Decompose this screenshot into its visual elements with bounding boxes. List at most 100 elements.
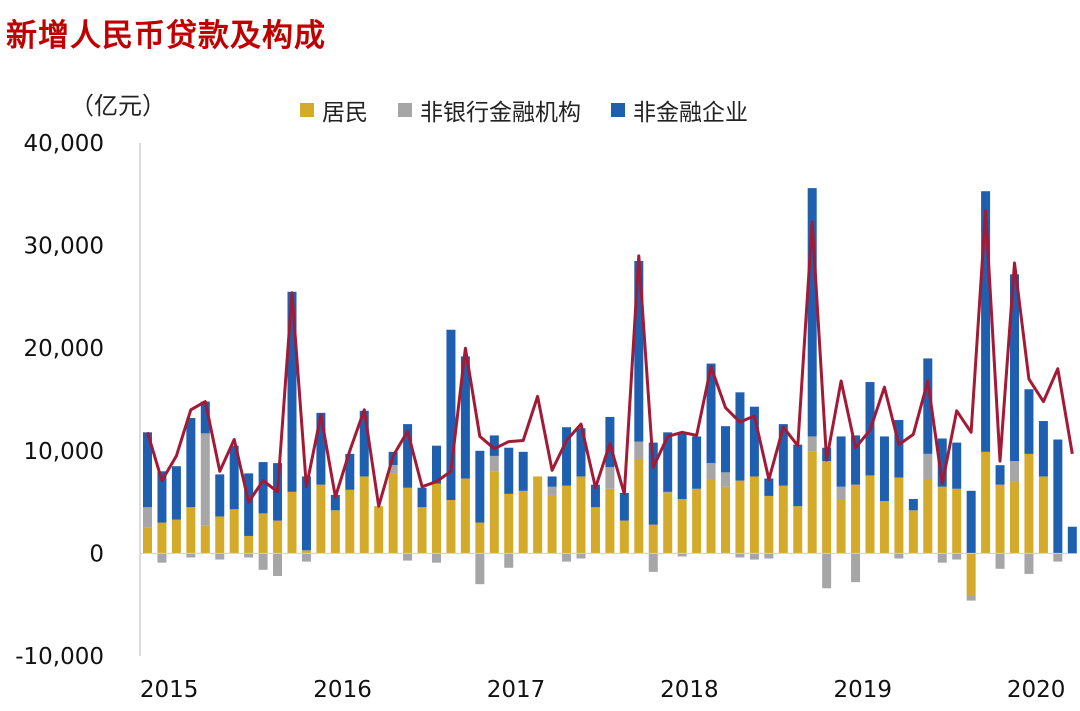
bar-segment-nonbank bbox=[244, 553, 254, 558]
bar-segment-enterprises bbox=[186, 417, 196, 508]
bar-segment-households bbox=[345, 489, 355, 554]
bar-segment-households bbox=[518, 490, 528, 554]
bar-segment-households bbox=[793, 506, 803, 554]
bar-segment-enterprises bbox=[749, 406, 759, 477]
bar-segment-households bbox=[706, 479, 716, 554]
bar-segment-enterprises bbox=[229, 445, 239, 510]
bar-segment-nonbank bbox=[706, 463, 716, 480]
bar-segment-nonbank bbox=[388, 465, 398, 474]
bar-segment-households bbox=[735, 480, 745, 554]
bar-segment-enterprises bbox=[258, 462, 268, 514]
bar-segment-households bbox=[533, 476, 543, 554]
bar-segment-nonbank bbox=[721, 472, 730, 487]
bar-segment-households bbox=[547, 494, 557, 554]
bar-segment-enterprises bbox=[735, 392, 745, 481]
bar-segment-households bbox=[229, 509, 239, 554]
bar-segment-nonbank bbox=[157, 553, 167, 563]
bar-segment-households bbox=[952, 488, 962, 554]
bar-segment-households bbox=[287, 491, 297, 554]
bar-segment-households bbox=[273, 520, 283, 554]
bar-segment-households bbox=[634, 459, 644, 554]
bar-segment-enterprises bbox=[489, 435, 499, 456]
bar-segment-households bbox=[359, 476, 369, 554]
bar-segment-enterprises bbox=[619, 492, 629, 521]
bar-segment-enterprises bbox=[807, 188, 817, 437]
bar-segment-households bbox=[562, 485, 572, 554]
bar-segment-nonbank bbox=[605, 467, 615, 489]
bar-segment-households bbox=[244, 535, 254, 554]
bar-segment-nonbank bbox=[1053, 553, 1063, 562]
bar-segment-nonbank bbox=[764, 553, 774, 559]
bar-segment-nonbank bbox=[937, 553, 947, 563]
bar-segment-enterprises bbox=[923, 358, 933, 454]
bar-segment-households bbox=[807, 451, 817, 554]
bar-segment-households bbox=[923, 479, 933, 554]
bar-segment-enterprises bbox=[836, 436, 846, 487]
bar-segment-enterprises bbox=[663, 432, 673, 492]
bar-segment-nonbank bbox=[807, 436, 817, 452]
bar-segment-nonbank bbox=[200, 433, 210, 526]
bar-segment-nonbank bbox=[258, 553, 268, 570]
bar-segment-households bbox=[460, 478, 470, 554]
bar-segment-enterprises bbox=[1010, 274, 1019, 462]
bar-segment-households bbox=[721, 486, 730, 554]
bar-segment-enterprises bbox=[721, 426, 730, 473]
bar-segment-nonbank bbox=[432, 553, 441, 563]
bar-segment-enterprises bbox=[475, 450, 485, 523]
bar-segment-enterprises bbox=[764, 478, 774, 496]
y-tick-label: 10,000 bbox=[24, 439, 104, 465]
bar-segment-households bbox=[879, 501, 889, 554]
bar-segment-households bbox=[1038, 476, 1048, 554]
bar-segment-nonbank bbox=[273, 553, 283, 576]
bar-segment-households bbox=[749, 476, 759, 554]
legend-label-nonbank: 非银行金融机构 bbox=[420, 100, 581, 126]
x-tick-label: 2020 bbox=[1007, 677, 1066, 703]
legend-label-households: 居民 bbox=[322, 100, 368, 126]
bar-segment-nonbank bbox=[143, 507, 152, 528]
bar-segment-households bbox=[836, 500, 846, 554]
bar-segment-households bbox=[258, 513, 268, 554]
bar-segment-enterprises bbox=[417, 487, 427, 508]
bar-segment-nonbank bbox=[923, 453, 933, 480]
bar-segment-households bbox=[995, 484, 1005, 554]
bar-segment-enterprises bbox=[908, 499, 918, 511]
bar-segment-households bbox=[908, 510, 918, 554]
bar-segment-enterprises bbox=[316, 412, 326, 485]
bar-segment-enterprises bbox=[995, 465, 1005, 485]
bar-segment-enterprises bbox=[446, 329, 456, 501]
bar-segment-enterprises bbox=[981, 191, 991, 452]
bar-segment-nonbank bbox=[1010, 461, 1019, 482]
y-tick-label: 0 bbox=[89, 541, 104, 567]
bar-segment-households bbox=[200, 525, 210, 554]
bar-segment-enterprises bbox=[200, 401, 210, 434]
bar-segment-nonbank bbox=[952, 553, 962, 560]
y-tick-label: -10,000 bbox=[15, 644, 104, 670]
bar-segment-enterprises bbox=[706, 363, 716, 464]
bar-segment-enterprises bbox=[562, 427, 572, 486]
bar-segment-households bbox=[374, 506, 384, 554]
bar-segment-nonbank bbox=[475, 553, 485, 585]
bar-segment-households bbox=[576, 476, 586, 554]
bar-segment-nonbank bbox=[301, 553, 311, 562]
bar-segment-households bbox=[764, 495, 774, 554]
bar-segment-households bbox=[894, 477, 904, 554]
legend-item-nonbank: 非银行金融机构 bbox=[398, 93, 581, 127]
chart-title: 新增人民币贷款及构成 bbox=[6, 18, 326, 54]
bar-segment-nonbank bbox=[576, 553, 586, 559]
bar-segment-enterprises bbox=[330, 494, 340, 511]
bar-segment-households bbox=[1010, 481, 1019, 554]
bar-segment-enterprises bbox=[851, 435, 861, 485]
bar-segment-enterprises bbox=[301, 476, 311, 551]
bar-segment-enterprises bbox=[359, 410, 369, 477]
bar-segment-enterprises bbox=[648, 442, 658, 525]
bar-segment-nonbank bbox=[894, 553, 904, 559]
bar-segment-nonbank bbox=[489, 455, 499, 472]
bar-segment-nonbank bbox=[186, 553, 196, 558]
bar-segment-households bbox=[157, 522, 167, 554]
bar-segment-enterprises bbox=[692, 436, 702, 489]
bar-segment-households bbox=[215, 516, 225, 554]
bar-segment-households bbox=[778, 485, 788, 554]
bar-segment-nonbank bbox=[822, 553, 832, 589]
x-tick-label: 2017 bbox=[487, 677, 546, 703]
